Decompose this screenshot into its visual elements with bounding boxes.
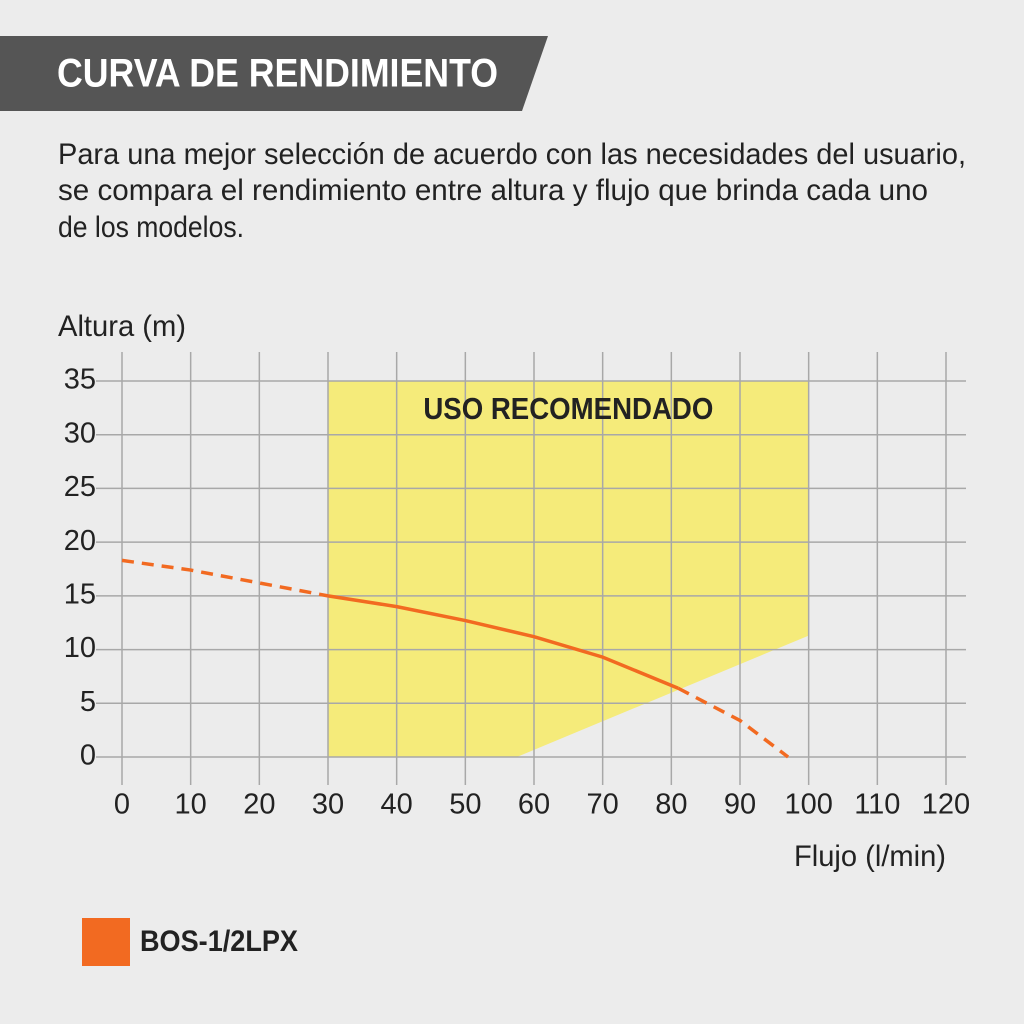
- recommended-region: [328, 381, 809, 757]
- y-tick-label: 30: [64, 417, 96, 449]
- y-tick-label: 35: [64, 364, 96, 396]
- x-tick-label: 10: [175, 789, 207, 821]
- x-tick-label: 20: [243, 789, 275, 821]
- y-tick-label: 0: [80, 740, 96, 772]
- x-tick-label: 90: [724, 789, 756, 821]
- x-tick-label: 100: [784, 789, 832, 821]
- description-line: Para una mejor selección de acuerdo con …: [58, 138, 966, 171]
- region-label: USO RECOMENDADO: [423, 391, 713, 426]
- plot: 0 10 20 30 40 50 60 70 80 90 100 110 120 0 5 10 15 20 25 30…: [64, 352, 970, 821]
- description-line: se compara el rendimiento entre altura y…: [58, 174, 928, 207]
- x-tick-label: 80: [655, 789, 687, 821]
- x-axis-label: Flujo (l/min): [794, 840, 946, 873]
- x-tick-label: 110: [854, 789, 900, 821]
- x-tick-label: 120: [922, 789, 970, 821]
- y-tick-label: 25: [64, 471, 96, 503]
- curve-segment: [121, 558, 329, 598]
- title: CURVA DE RENDIMIENTO: [57, 52, 498, 96]
- x-tick-label: 30: [312, 789, 344, 821]
- y-tick-label: 20: [64, 525, 96, 557]
- x-tick-label: 50: [449, 789, 481, 821]
- curve-segment: [327, 594, 679, 690]
- header-band: [0, 36, 548, 111]
- x-tick-label: 40: [381, 789, 413, 821]
- curve-segment: [677, 686, 790, 759]
- x-tick-label: 70: [587, 789, 619, 821]
- x-tick-label: 60: [518, 789, 550, 821]
- y-tick-label: 15: [64, 579, 96, 611]
- x-tick-label: 0: [114, 789, 130, 821]
- legend-label: BOS-1/2LPX: [140, 925, 298, 958]
- description-line: de los modelos.: [58, 211, 244, 244]
- y-axis-label: Altura (m): [58, 310, 186, 343]
- y-tick-label: 5: [80, 686, 96, 718]
- y-tick-label: 10: [64, 632, 96, 664]
- legend-swatch: [82, 918, 130, 966]
